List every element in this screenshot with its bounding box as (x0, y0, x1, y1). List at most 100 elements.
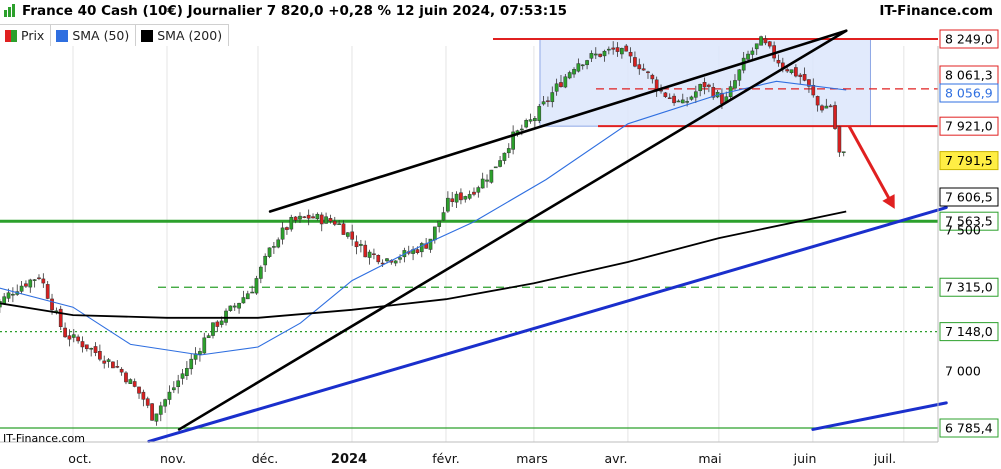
candle (589, 53, 594, 59)
chart-title: France 40 Cash (10€) Journalier 7 820,0 … (22, 3, 567, 19)
legend-item-prix[interactable]: Prix (0, 25, 52, 46)
candle (350, 231, 355, 240)
candle (593, 53, 598, 56)
candle (315, 213, 320, 220)
candle (506, 148, 511, 154)
legend-swatch-prix (5, 29, 17, 42)
candle (680, 99, 685, 104)
candle (80, 341, 85, 348)
candle (711, 87, 716, 98)
candle (828, 105, 833, 108)
candle (137, 386, 141, 394)
candle (459, 192, 463, 201)
candle (415, 249, 420, 253)
x-tick-label-7: mai (698, 451, 721, 466)
candle (293, 216, 298, 221)
candle (615, 47, 620, 52)
y-tick-label-2: 8 056,9 (945, 86, 993, 101)
candle (98, 351, 102, 360)
candle (667, 97, 672, 100)
candlestick-series (0, 35, 846, 426)
candle (367, 251, 372, 258)
x-tick-label-9: juil. (873, 451, 896, 466)
candle (176, 380, 181, 388)
candle (345, 232, 350, 237)
candle (185, 368, 189, 377)
y-label-box-4 (939, 151, 999, 171)
candle (750, 50, 755, 55)
candle (811, 84, 816, 96)
legend-item-sma200[interactable]: SMA (200) (136, 25, 230, 46)
candle (76, 336, 80, 342)
x-tick-label-5: mars (516, 451, 548, 466)
legend-swatch-sma200 (141, 29, 154, 42)
candle (567, 72, 572, 79)
y-label-box-11 (939, 418, 999, 438)
series-sma200 (0, 210, 847, 319)
candle (228, 305, 233, 311)
candle (641, 68, 646, 71)
candle (258, 266, 263, 279)
candle (311, 216, 315, 219)
candle (676, 100, 681, 103)
candle (428, 238, 433, 250)
trendline-2 (147, 206, 948, 443)
candle (693, 91, 698, 98)
candle (824, 105, 829, 109)
candle (2, 296, 7, 304)
x-tick-label-8: juin (793, 451, 817, 466)
candle (385, 258, 389, 262)
y-tick-label-8: 7 315,0 (945, 280, 993, 295)
candle (363, 244, 368, 258)
candle (533, 118, 537, 122)
x-tick-label-0: oct. (68, 451, 91, 466)
candle (50, 298, 54, 311)
candle (502, 152, 507, 161)
candle (319, 214, 324, 225)
candle (132, 381, 137, 387)
candle (702, 81, 707, 88)
legend-item-sma50[interactable]: SMA (50) (51, 25, 137, 46)
forecast-arrow-shaft (847, 125, 893, 203)
candle (141, 391, 146, 400)
candle (111, 361, 115, 369)
x-axis: oct. nov. déc. 2024 févr. mars avr. mai juin juil… (0, 441, 938, 467)
candle (554, 83, 559, 92)
candle (150, 403, 154, 421)
candle (93, 346, 98, 353)
candle (511, 131, 515, 150)
candle (359, 243, 363, 246)
candle (28, 279, 33, 288)
candle (559, 82, 563, 88)
y-tick-label-7: 7 500 (945, 223, 981, 238)
candle (376, 255, 381, 263)
candle (450, 198, 455, 203)
candle (276, 239, 281, 248)
candle (493, 166, 498, 169)
candle (354, 241, 359, 248)
candle (585, 60, 589, 66)
candle (637, 64, 642, 70)
candle (541, 101, 546, 105)
candle (572, 69, 576, 75)
y-tick-label-4: 7 791,5 (945, 153, 993, 168)
candle (328, 218, 333, 222)
chart-header: France 40 Cash (10€) Journalier 7 820,0 … (0, 0, 1001, 22)
y-label-box-3 (939, 116, 999, 136)
candle (206, 335, 211, 338)
candle (602, 50, 607, 57)
candle (620, 48, 624, 55)
candle (698, 84, 703, 92)
y-label-box-2 (939, 83, 999, 103)
sma-series (0, 80, 847, 356)
candle (289, 217, 294, 230)
candle (263, 255, 268, 266)
candle (463, 196, 468, 200)
y-label-box-6 (939, 211, 999, 231)
candle (759, 36, 763, 46)
candle (198, 351, 202, 355)
y-tick-label-3: 7 921,0 (945, 119, 993, 134)
candle (106, 359, 111, 362)
candle (189, 358, 194, 370)
